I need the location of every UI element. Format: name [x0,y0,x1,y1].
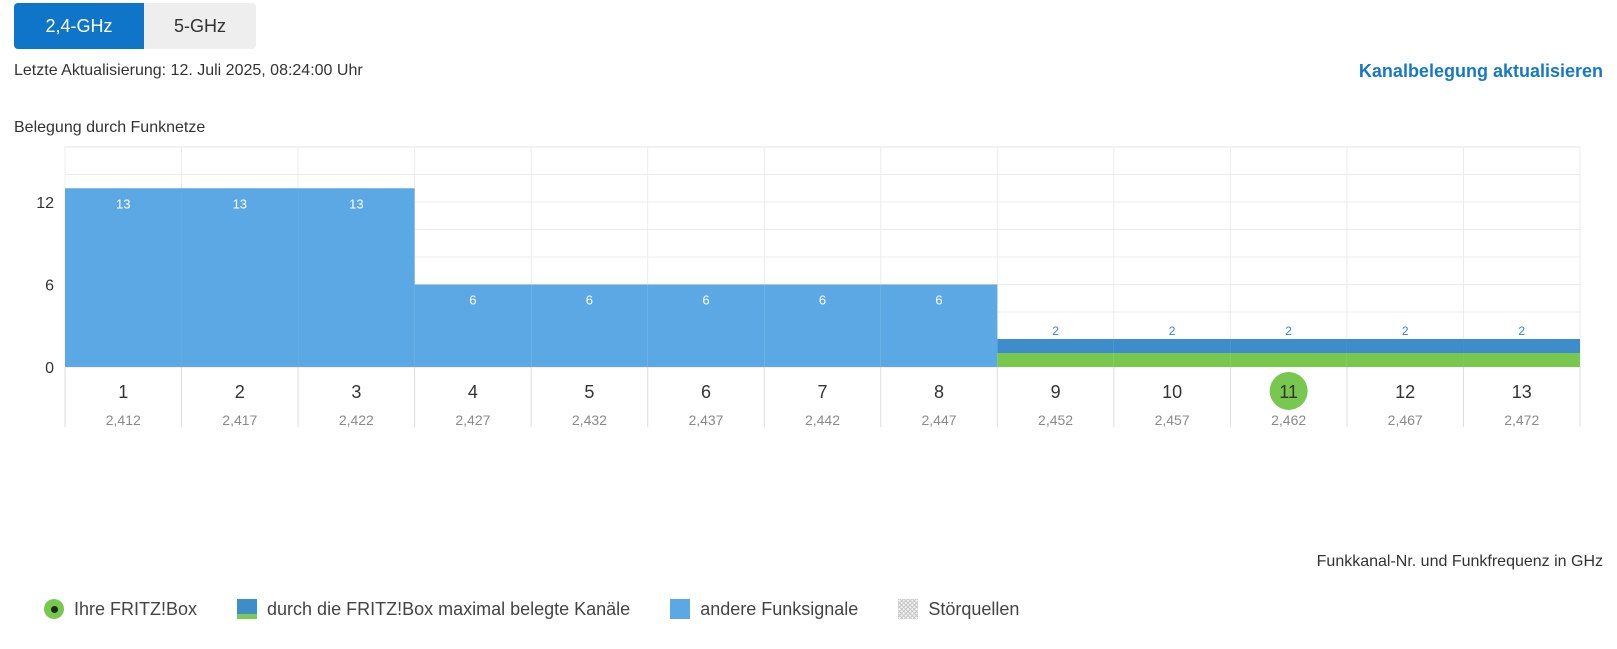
tab-2-4-ghz[interactable]: 2,4-GHz [14,3,144,49]
legend-other-label: andere Funksignale [700,598,859,619]
max-channels-icon [237,599,258,619]
bar-value-label: 6 [935,293,942,308]
bar-own-max-ch12 [1346,339,1464,353]
channel-chart: 0 6 12 13 13 13 6 6 6 6 6 2 2 2 2 2 1 2,412 2 2,417 3 2,422 4 2… [0,140,1617,450]
channel-frequency-label: 2,472 [1504,412,1539,428]
channel-number-label: 10 [1162,382,1182,402]
channel-frequency-label: 2,432 [572,412,607,428]
bar-value-label: 13 [116,196,130,211]
last-update-text: Letzte Aktualisierung: 12. Juli 2025, 08… [14,62,363,79]
channel-frequency-label: 2,422 [339,412,374,428]
channel-frequency-label: 2,437 [688,412,723,428]
channel-number-label: 1 [118,382,128,402]
bar-own-base-ch12 [1346,353,1464,367]
bar-own-base-ch9 [997,353,1114,367]
legend-item-own: Ihre FRITZ!Box [44,599,197,620]
y-tick-label: 6 [45,278,54,295]
channel-number-label: 5 [584,382,594,402]
legend-own-label: Ihre FRITZ!Box [74,598,198,619]
bar-value-label: 2 [1518,324,1525,338]
bar-value-label: 2 [1285,324,1292,338]
bar-value-label: 6 [819,293,826,308]
own-channel-marker [1269,372,1308,410]
legend-noise-label: Störquellen [928,598,1020,619]
channel-number-label: 11 [1279,382,1298,402]
channel-number-label: 13 [1512,382,1532,402]
bar-other-ch2 [181,188,299,367]
bar-other-ch8 [880,284,998,367]
bar-value-label: 6 [469,293,476,308]
bar-value-label: 2 [1052,324,1059,338]
bar-value-label: 6 [702,293,709,308]
y-tick-label: 0 [45,360,54,377]
bar-value-label: 2 [1169,324,1176,338]
bar-other-ch7 [764,284,881,367]
other-signals-icon [670,599,691,619]
bar-other-ch4 [414,284,532,367]
bar-own-max-ch9 [997,339,1114,353]
channel-frequency-label: 2,412 [106,412,141,428]
channel-frequency-label: 2,467 [1388,412,1423,428]
bar-own-base-ch10 [1113,353,1231,367]
channel-chart-svg: 0 6 12 13 13 13 6 6 6 6 6 2 2 2 2 2 1 2,412 2 2,417 3 2,422 4 2… [36,146,1581,428]
legend-max-label: durch die FRITZ!Box maximal belegte Kanä… [267,598,631,619]
bar-other-ch5 [531,284,648,367]
bar-value-label: 6 [586,293,593,308]
bar-other-ch3 [298,188,415,367]
channel-number-label: 4 [468,382,478,402]
axis-caption: Funkkanal-Nr. und Funkfrequenz in GHz [1316,553,1603,570]
channel-number-label: 7 [817,382,827,402]
bar-value-label: 2 [1402,324,1409,338]
channel-number-label: 9 [1051,382,1061,402]
bar-own-max-ch13 [1463,339,1580,353]
legend-item-max: durch die FRITZ!Box maximal belegte Kanä… [237,599,630,620]
band-tabs: 2,4-GHz 5-GHz [14,3,256,49]
tab-5-ghz[interactable]: 5-GHz [144,3,256,49]
channel-number-label: 2 [235,382,245,402]
channel-number-label: 8 [934,382,944,402]
noise-sources-icon [898,599,919,619]
channel-frequency-label: 2,462 [1271,412,1306,428]
channel-number-label: 6 [701,382,711,402]
channel-frequency-label: 2,457 [1155,412,1190,428]
channel-frequency-label: 2,427 [455,412,490,428]
channel-frequency-label: 2,452 [1038,412,1073,428]
channel-number-label: 12 [1395,382,1415,402]
own-box-icon [44,599,64,619]
legend-item-noise: Störquellen [898,599,1019,620]
bar-own-base-ch13 [1463,353,1580,367]
legend: Ihre FRITZ!Box durch die FRITZ!Box maxim… [44,596,1059,622]
bar-value-label: 13 [349,196,363,211]
channel-frequency-label: 2,447 [922,412,957,428]
bar-other-ch1 [65,188,182,367]
bar-other-ch6 [647,284,765,367]
legend-item-other: andere Funksignale [670,599,858,620]
bar-own-base-ch11 [1230,353,1347,367]
channel-frequency-label: 2,442 [805,412,840,428]
channel-frequency-label: 2,417 [222,412,257,428]
bar-own-max-ch10 [1113,339,1231,353]
bar-own-max-ch11 [1230,339,1347,353]
refresh-channel-link[interactable]: Kanalbelegung aktualisieren [1358,61,1603,81]
bar-value-label: 13 [233,196,247,211]
channel-number-label: 3 [351,382,361,402]
y-tick-label: 12 [36,195,54,212]
chart-section-label: Belegung durch Funknetze [14,119,206,136]
